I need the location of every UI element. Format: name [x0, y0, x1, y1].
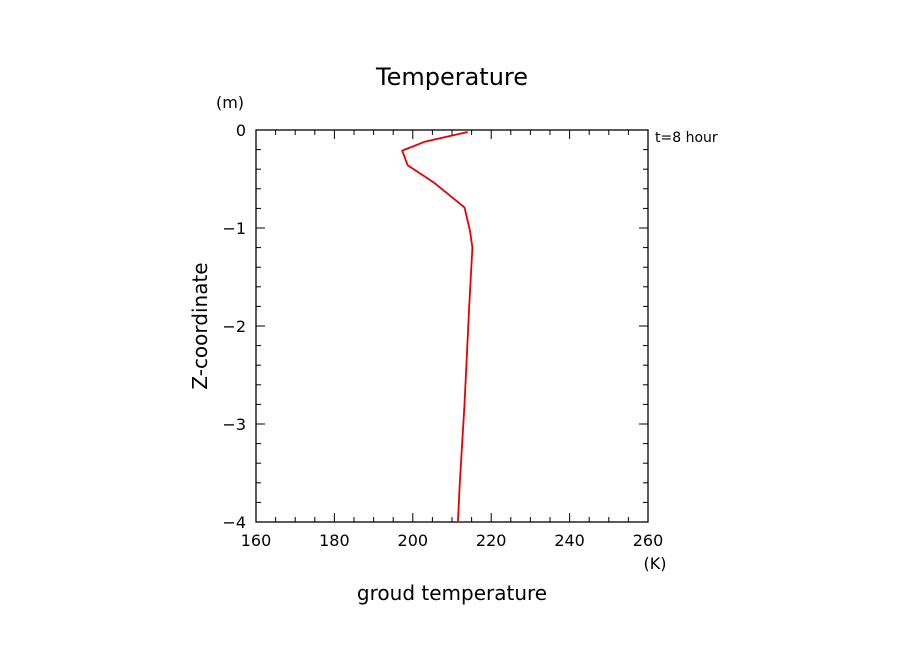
x-tick-label: 160 [241, 531, 272, 550]
x-axis-unit: (K) [644, 554, 667, 573]
chart-title: Temperature [375, 63, 528, 91]
x-tick-label: 200 [398, 531, 429, 550]
x-tick-label: 180 [319, 531, 350, 550]
x-tick-label: 220 [476, 531, 507, 550]
y-tick-label: −3 [222, 415, 246, 434]
y-axis-label: Z-coordinate [188, 262, 212, 389]
y-tick-label: 0 [236, 121, 246, 140]
y-axis-unit: (m) [216, 93, 244, 112]
time-annotation: t=8 hour [655, 130, 718, 146]
y-tick-label: −1 [222, 219, 246, 238]
plot-frame [255, 129, 649, 523]
x-tick-label: 240 [554, 531, 585, 550]
x-axis-label: groud temperature [357, 581, 547, 605]
y-tick-label: −2 [222, 317, 246, 336]
temperature-series-line [401, 131, 474, 523]
plot-area: 160 180 200 220 240 260 0 −1 −2 −3 −4 [222, 121, 663, 550]
y-tick-label: −4 [222, 513, 246, 532]
x-tick-label: 260 [633, 531, 664, 550]
